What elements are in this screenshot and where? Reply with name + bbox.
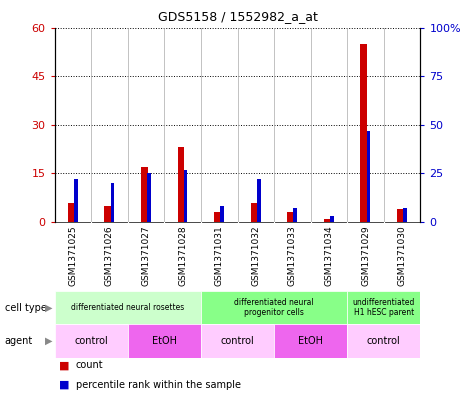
Text: GSM1371028: GSM1371028	[178, 226, 187, 286]
Bar	[141, 167, 148, 222]
Text: control: control	[220, 336, 255, 346]
Text: differentiated neural
progenitor cells: differentiated neural progenitor cells	[234, 298, 314, 317]
Text: EtOH: EtOH	[152, 336, 177, 346]
Bar	[361, 44, 367, 222]
Bar	[324, 219, 331, 222]
Bar	[184, 169, 188, 222]
Bar	[220, 206, 224, 222]
Bar	[397, 209, 404, 222]
Text: ▶: ▶	[45, 336, 52, 346]
Text: GSM1371026: GSM1371026	[105, 226, 114, 286]
Text: cell type: cell type	[5, 303, 47, 312]
Bar	[111, 183, 114, 222]
Text: count: count	[76, 360, 104, 371]
Text: ▶: ▶	[45, 303, 52, 312]
Text: GSM1371034: GSM1371034	[324, 226, 333, 286]
Bar	[257, 179, 261, 222]
Text: GSM1371025: GSM1371025	[68, 226, 77, 286]
Text: agent: agent	[5, 336, 33, 346]
Text: GSM1371030: GSM1371030	[398, 226, 407, 286]
Bar	[367, 130, 370, 222]
Bar	[330, 216, 334, 222]
Bar	[251, 203, 257, 222]
Text: percentile rank within the sample: percentile rank within the sample	[76, 380, 241, 390]
Bar	[294, 208, 297, 222]
Bar	[347, 324, 420, 358]
Bar	[55, 324, 128, 358]
Text: GDS5158 / 1552982_a_at: GDS5158 / 1552982_a_at	[158, 10, 317, 23]
Bar	[147, 173, 151, 222]
Text: EtOH: EtOH	[298, 336, 323, 346]
Text: GSM1371032: GSM1371032	[251, 226, 260, 286]
Bar	[55, 291, 201, 324]
Bar	[178, 147, 184, 222]
Text: control: control	[74, 336, 108, 346]
Bar	[347, 291, 420, 324]
Text: ■: ■	[59, 380, 70, 390]
Text: control: control	[367, 336, 401, 346]
Bar	[287, 212, 294, 222]
Bar	[403, 208, 407, 222]
Text: GSM1371029: GSM1371029	[361, 226, 370, 286]
Text: differentiated neural rosettes: differentiated neural rosettes	[71, 303, 184, 312]
Bar	[201, 324, 274, 358]
Bar	[128, 324, 201, 358]
Text: ■: ■	[59, 360, 70, 371]
Bar	[214, 212, 221, 222]
Bar	[274, 324, 347, 358]
Text: GSM1371027: GSM1371027	[142, 226, 151, 286]
Bar	[68, 203, 75, 222]
Bar	[104, 206, 111, 222]
Text: GSM1371033: GSM1371033	[288, 226, 297, 286]
Bar	[74, 179, 78, 222]
Bar	[201, 291, 347, 324]
Text: undifferentiated
H1 hESC parent: undifferentiated H1 hESC parent	[352, 298, 415, 317]
Text: GSM1371031: GSM1371031	[215, 226, 224, 286]
